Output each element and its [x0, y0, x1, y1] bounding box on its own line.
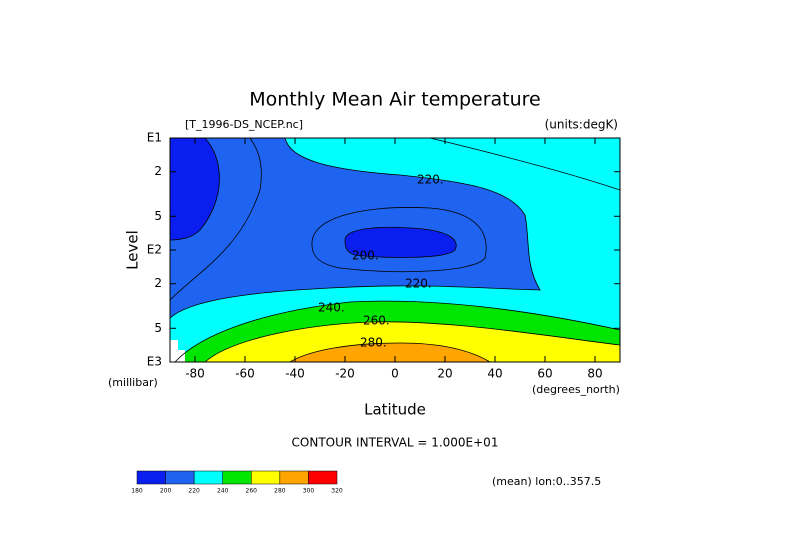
x-tick-label: -80	[185, 367, 205, 381]
y-tick-label: E3	[147, 355, 162, 369]
x-tick-label: -20	[335, 367, 355, 381]
x-tick-label: 0	[391, 367, 399, 381]
contour-label: 220.	[417, 173, 444, 187]
contour-plot	[169, 137, 621, 363]
x-tick-label: -60	[235, 367, 255, 381]
contour-label: 220.	[405, 277, 432, 291]
contour-line	[429, 137, 621, 191]
colorbar-label: 300	[303, 488, 315, 495]
contour-label: 260.	[363, 314, 390, 328]
contour-line	[169, 137, 262, 301]
contour-label: 280.	[360, 336, 387, 350]
missing-area	[170, 340, 185, 362]
chart-title: Monthly Mean Air temperature	[249, 89, 540, 111]
y-unit: (millibar)	[108, 376, 158, 389]
x-tick-label: -40	[285, 367, 305, 381]
contour-label: 240.	[318, 301, 345, 315]
region	[170, 138, 220, 240]
region	[170, 138, 620, 362]
contour-line	[289, 342, 491, 363]
contour-line	[204, 321, 621, 363]
y-tick-label: 2	[154, 164, 162, 178]
x-tick-label: 40	[487, 367, 502, 381]
colorbar-label: 200	[160, 488, 172, 495]
footer-note: (mean) lon:0..357.5	[492, 475, 601, 488]
colorbar-label: 180	[131, 488, 143, 495]
colorbar-label: 220	[188, 488, 200, 495]
colorbar-swatch	[251, 470, 281, 485]
contour-line	[344, 226, 457, 258]
colorbar-swatch	[308, 470, 338, 485]
colorbar-swatch	[193, 470, 223, 485]
y-tick-label: 5	[154, 321, 162, 335]
x-tick-label: 60	[537, 367, 552, 381]
region	[345, 227, 457, 258]
y-tick-label: 2	[154, 276, 162, 290]
x-tick-label: 80	[587, 367, 602, 381]
region	[290, 343, 490, 362]
file-label: [T_1996-DS_NCEP.nc]	[185, 118, 303, 131]
contour-line	[169, 137, 220, 241]
colorbar-swatch	[222, 470, 252, 485]
units-label: (units:degK)	[545, 118, 618, 132]
colorbar-swatch	[136, 470, 166, 485]
y-tick-label: 5	[154, 209, 162, 223]
colorbar-label: 320	[331, 488, 343, 495]
x-tick-label: 20	[437, 367, 452, 381]
colorbar-label: 240	[217, 488, 229, 495]
contour-label: 200.	[352, 249, 379, 263]
y-tick-label: E2	[147, 243, 162, 257]
y-tick-label: E1	[147, 131, 162, 145]
contour-line	[311, 207, 487, 272]
colorbar-label: 260	[246, 488, 258, 495]
contour-line	[169, 137, 541, 319]
x-axis-label: Latitude	[364, 401, 426, 419]
colorbar-swatch	[279, 470, 309, 485]
contour-line	[174, 300, 621, 363]
colorbar-swatch	[165, 470, 195, 485]
colorbar-label: 280	[274, 488, 286, 495]
x-unit: (degrees_north)	[532, 383, 620, 396]
y-axis-label: Level	[124, 230, 142, 270]
contour-interval: CONTOUR INTERVAL = 1.000E+01	[292, 436, 499, 450]
